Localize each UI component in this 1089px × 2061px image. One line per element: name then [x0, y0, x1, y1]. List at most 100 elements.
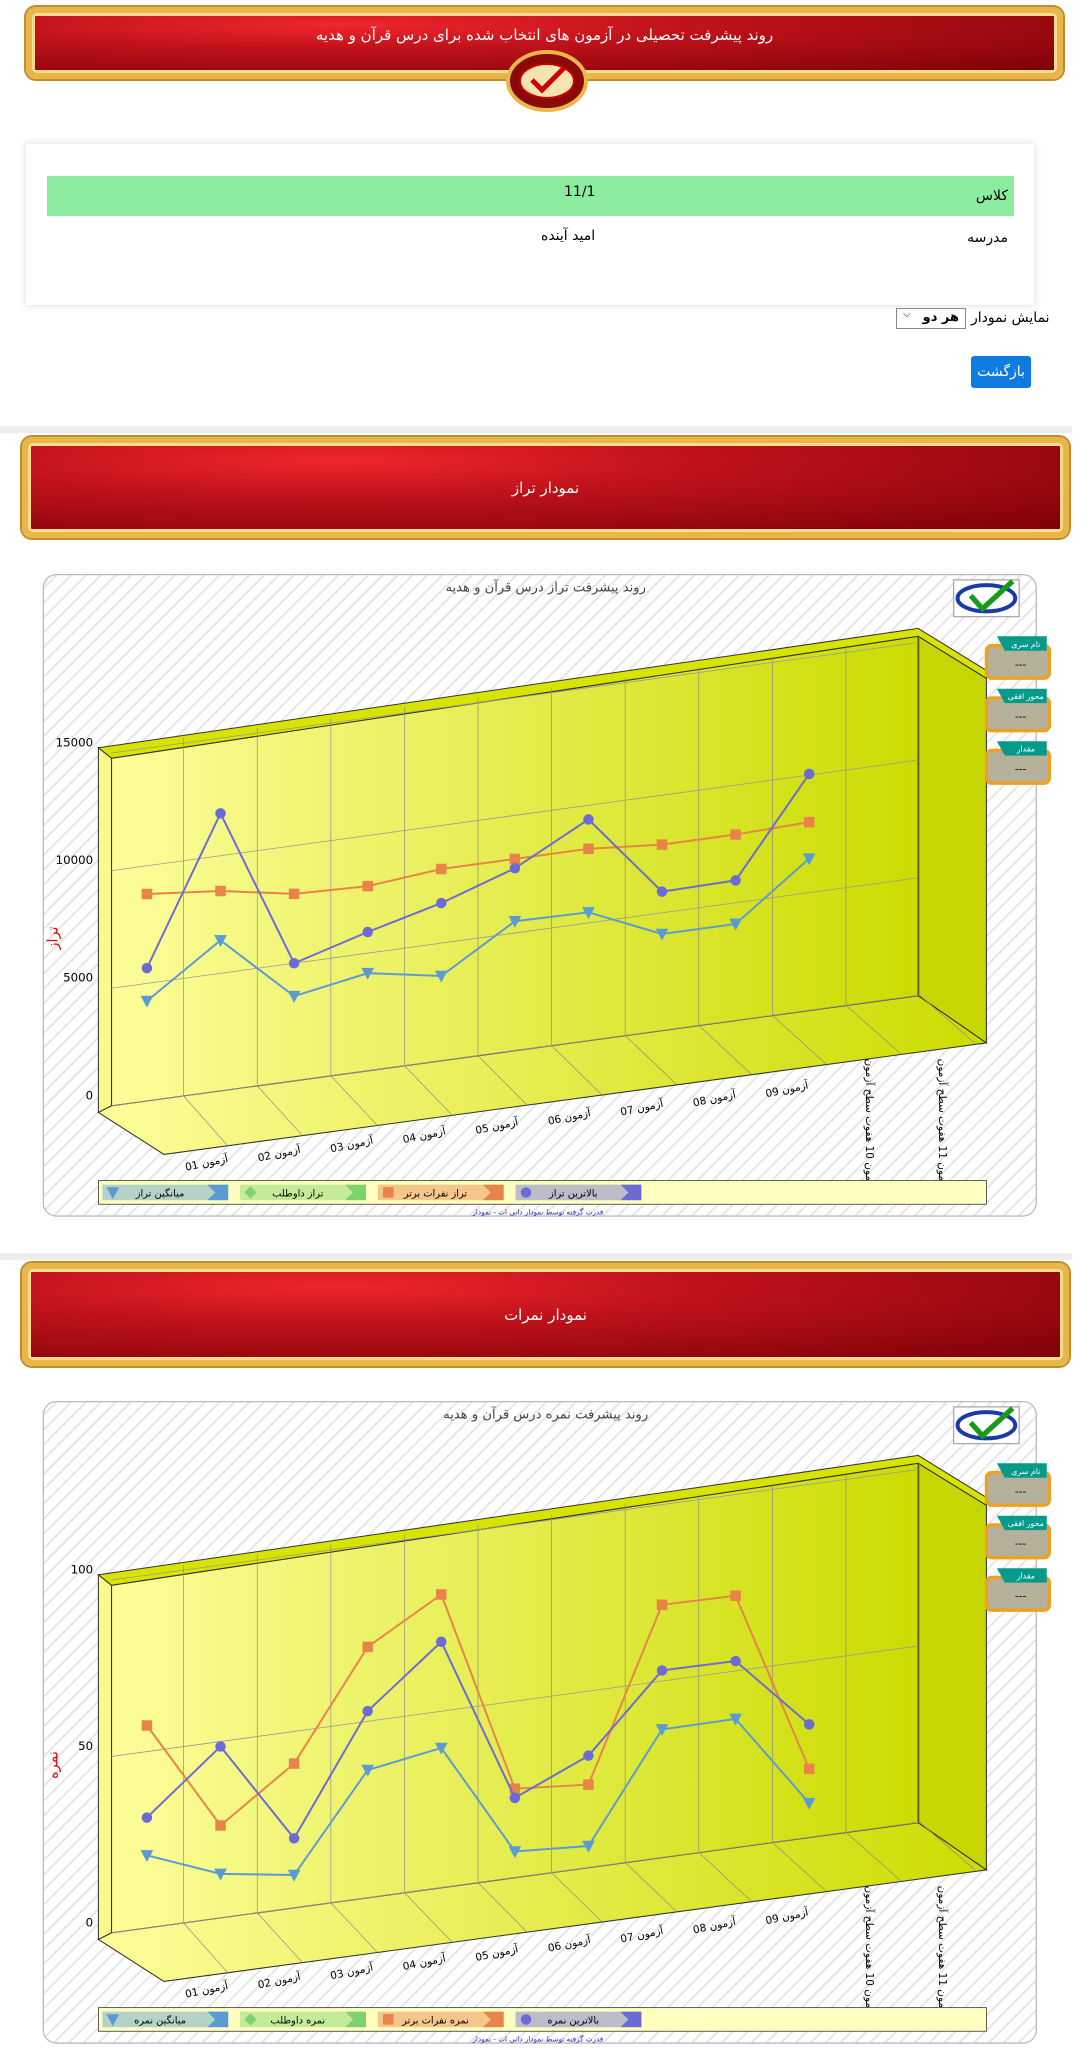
legend-label: نمره نفرات برتر [401, 2015, 469, 2026]
data-point [583, 1779, 594, 1790]
data-point [214, 1868, 227, 1881]
back-button[interactable]: بازگشت [971, 356, 1031, 388]
series-line [146, 1717, 810, 1877]
data-point [434, 1742, 448, 1755]
x-tick-label: آزمون 10 هفوت سطح آزمون [863, 1886, 876, 2017]
left-wall [97, 1573, 113, 1941]
right-wall [917, 635, 987, 1044]
floor-grid [257, 1085, 303, 1136]
logo [506, 50, 588, 112]
data-point [141, 1720, 153, 1731]
info-label: کلاس [975, 188, 1008, 204]
data-point [434, 970, 448, 983]
grid-line [111, 1645, 919, 1757]
data-point [656, 886, 668, 897]
legend-swatch [377, 2011, 491, 2028]
y-tick-label: 10000 [56, 853, 94, 867]
grid-line [111, 1469, 919, 1581]
data-point [215, 1820, 226, 1831]
data-point [656, 1665, 668, 1676]
y-tick-label: 15000 [56, 735, 94, 749]
top-edge [97, 1454, 987, 1586]
floor-grid [183, 1922, 228, 1973]
floor-grid [477, 1882, 527, 1932]
info-box-value: --- [1015, 659, 1027, 671]
logo-ring [955, 1410, 1018, 1441]
data-point [361, 1764, 375, 1777]
legend-marker [244, 2013, 257, 2026]
legend-label: تراز داوطلب [272, 1188, 324, 1199]
legend-label: بالاترین تراز [548, 1188, 597, 1199]
y-tick-label: 0 [86, 1915, 94, 1929]
chart-select[interactable]: هر دو ⌵ [896, 308, 966, 329]
section-banner: نمودار تراز [22, 437, 1069, 538]
grid-line [111, 877, 919, 989]
data-point [436, 1589, 447, 1600]
data-point [730, 829, 741, 840]
floor-grid [257, 1912, 303, 1963]
data-point [436, 1636, 447, 1648]
info-box-tab [996, 1463, 1047, 1478]
data-point [362, 880, 373, 892]
series-line [146, 1592, 811, 1827]
series-line [146, 857, 810, 1002]
data-point [362, 926, 373, 938]
info-value: امید آینده [541, 228, 596, 244]
floor-grid [919, 1821, 976, 1871]
info-box-tab [996, 741, 1047, 756]
x-tick-label: آزمون 11 هفوت سطح آزمون [936, 1059, 949, 1190]
legend-arrow [345, 2011, 366, 2028]
y-tick-label: 100 [71, 1562, 94, 1576]
logo-ring [955, 583, 1018, 614]
data-point [509, 1792, 521, 1804]
section-banner: نمودار نمرات [22, 1263, 1069, 1366]
data-point [803, 1763, 815, 1775]
data-point [803, 768, 815, 780]
legend-swatch [515, 1184, 629, 1201]
chart: 0 50 100 نمره روند پیشرفت نمره درس قرآن و هد… [42, 1400, 1052, 2044]
y-axis-label: تراز [46, 927, 62, 951]
data-point [802, 853, 816, 866]
grid-line [111, 1821, 919, 1934]
grid-line [111, 994, 919, 1107]
floor-grid [183, 1095, 228, 1146]
data-point [582, 1840, 595, 1853]
legend-marker [106, 2014, 120, 2027]
data-point [655, 928, 669, 941]
legend-marker [106, 1187, 120, 1200]
info-row-highlight [47, 176, 1014, 216]
legend-label: میانگین تراز [135, 1187, 185, 1199]
floor-grid [551, 1045, 602, 1095]
grid-line [111, 759, 919, 872]
grid-line [111, 642, 919, 754]
legend-swatch [240, 2011, 353, 2028]
left-wall [97, 746, 113, 1114]
select-label: نمایش نمودار [971, 310, 1050, 326]
legend-label: میانگین نمره [134, 2014, 186, 2026]
legend-arrow [482, 2011, 504, 2028]
y-tick-label: 5000 [63, 971, 93, 985]
floor-grid [477, 1055, 527, 1105]
data-point [803, 1719, 815, 1730]
legend-marker [244, 1186, 257, 1199]
data-point [141, 1812, 153, 1823]
floor-grid [624, 1035, 677, 1085]
header-title: روند پیشرفت تحصیلی در آزمون های انتخاب ش… [315, 26, 774, 44]
legend-swatch [240, 1184, 353, 1201]
y-tick-label: 50 [78, 1739, 93, 1753]
data-point [214, 935, 227, 948]
info-box-value: --- [1015, 1538, 1027, 1550]
data-point [730, 1590, 741, 1602]
data-point [215, 1741, 226, 1752]
legend [98, 1180, 987, 1205]
data-point [655, 1724, 669, 1737]
data-point [288, 1833, 300, 1844]
data-point [362, 1705, 373, 1717]
separator [0, 426, 1072, 433]
floor-grid [698, 1852, 752, 1902]
x-tick-label: آزمون 11 هفوت سطح آزمون [936, 1886, 949, 2017]
data-point [288, 888, 300, 900]
data-point [362, 1641, 373, 1653]
floor-grid [919, 994, 976, 1044]
